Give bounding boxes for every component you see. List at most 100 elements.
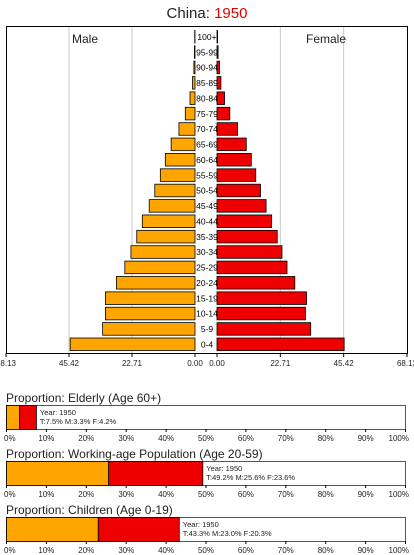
- x-tick-label: 70%: [278, 490, 294, 499]
- age-group-label: 90-94: [196, 63, 218, 73]
- x-tick-label: 40%: [158, 434, 174, 443]
- male-proportion-bar: [6, 517, 99, 542]
- population-pyramid: Male Female 100+ 95-99 90-94 85-89 80-84 75-79 7…: [0, 26, 414, 368]
- male-bar: [148, 199, 196, 213]
- x-tick-label: 40%: [158, 546, 174, 555]
- proportion-values-label: T:7.5% M:3.3% F:4.2%: [40, 417, 117, 426]
- male-bar: [130, 245, 196, 259]
- age-group-label: 55-59: [196, 170, 218, 180]
- age-group-label: 100+: [197, 32, 216, 42]
- age-group-label: 20-24: [196, 278, 218, 288]
- male-proportion-bar: [6, 461, 110, 486]
- female-proportion-bar: [19, 405, 37, 430]
- female-bar: [216, 245, 283, 259]
- x-tick-label: 22.71: [122, 359, 143, 368]
- male-bar: [104, 291, 196, 305]
- title-country: China:: [166, 5, 210, 22]
- x-tick-label: 0.00: [187, 359, 203, 368]
- x-tick-label: 70%: [278, 546, 294, 555]
- proportion-values-label: T:49.2% M:25.6% F:23.6%: [206, 473, 295, 482]
- proportion-year-label: Year: 1950: [40, 408, 76, 417]
- chart-title: China: 1950: [0, 5, 414, 22]
- age-group-label: 85-89: [196, 78, 218, 88]
- x-tick-label: 70%: [278, 434, 294, 443]
- elderly-title: Proportion: Elderly (Age 60+): [6, 391, 162, 405]
- female-bar: [216, 306, 306, 321]
- proportion-values-label: T:43.3% M:23.0% F:20.3%: [183, 529, 272, 538]
- male-bar: [116, 276, 196, 290]
- x-tick-label: 100%: [389, 546, 409, 555]
- x-tick-label: 10%: [38, 546, 54, 555]
- female-bar: [216, 122, 239, 136]
- x-tick-label: 80%: [318, 546, 334, 555]
- x-tick-label: 20%: [78, 490, 94, 499]
- female-label: Female: [306, 32, 346, 46]
- working-age-title: Proportion: Working-age Population (Age …: [6, 447, 263, 461]
- male-bar: [69, 337, 196, 352]
- female-bar: [216, 91, 225, 105]
- age-group-label: 50-54: [196, 186, 218, 196]
- x-tick-label: 22.71: [270, 359, 291, 368]
- male-bar: [192, 76, 196, 90]
- age-group-label: 0-4: [201, 340, 214, 350]
- male-bar: [159, 168, 196, 182]
- x-tick-label: 90%: [358, 490, 374, 499]
- age-group-label: 35-39: [196, 232, 218, 242]
- x-tick-label: 45.42: [59, 359, 80, 368]
- x-tick-label: 30%: [118, 546, 134, 555]
- female-bar: [216, 168, 257, 182]
- x-tick-label: 90%: [358, 434, 374, 443]
- x-tick-label: 20%: [78, 434, 94, 443]
- male-bar: [141, 214, 196, 228]
- plot-frame: [6, 26, 408, 354]
- age-group-label: 45-49: [196, 201, 218, 211]
- female-bar: [216, 45, 219, 59]
- female-bar: [216, 153, 252, 167]
- age-group-label: 60-64: [196, 155, 218, 165]
- male-label: Male: [72, 32, 98, 46]
- x-tick-label: 60%: [238, 546, 254, 555]
- age-group-label: 80-84: [196, 93, 218, 103]
- x-tick-label: 80%: [318, 434, 334, 443]
- female-bar: [216, 322, 312, 336]
- x-tick-label: 30%: [118, 434, 134, 443]
- x-tick-label: 0%: [4, 490, 16, 499]
- female-bar: [216, 137, 247, 152]
- age-group-label: 75-79: [196, 109, 218, 119]
- male-bar: [154, 183, 196, 198]
- female-bar: [216, 29, 218, 44]
- female-proportion-bar: [97, 517, 180, 542]
- male-bar: [124, 260, 196, 275]
- male-proportion-bar: [6, 405, 21, 430]
- x-tick-label: 10%: [38, 490, 54, 499]
- age-group-label: 70-74: [196, 124, 218, 134]
- x-tick-label: 90%: [358, 546, 374, 555]
- female-bar: [216, 76, 222, 90]
- male-bar: [193, 60, 196, 75]
- age-group-label: 10-14: [196, 309, 218, 319]
- age-group-label: 15-19: [196, 293, 218, 303]
- age-group-label: 95-99: [196, 47, 218, 57]
- x-tick-label: 10%: [38, 434, 54, 443]
- age-group-label: 30-34: [196, 247, 218, 257]
- male-bar: [184, 106, 196, 121]
- female-bar: [216, 276, 296, 290]
- female-bar: [216, 260, 288, 275]
- x-tick-label: 45.42: [334, 359, 355, 368]
- female-bar: [216, 337, 345, 352]
- age-group-label: 40-44: [196, 216, 218, 226]
- male-bar: [170, 137, 196, 152]
- male-bar: [194, 45, 196, 59]
- x-tick-label: 50%: [198, 434, 214, 443]
- x-tick-label: 50%: [198, 546, 214, 555]
- female-bar: [216, 60, 220, 75]
- x-tick-label: 50%: [198, 490, 214, 499]
- proportion-year-label: Year: 1950: [206, 464, 242, 473]
- age-group-label: 5-9: [201, 324, 214, 334]
- x-tick-label: 100%: [389, 490, 409, 499]
- female-bar: [216, 229, 278, 244]
